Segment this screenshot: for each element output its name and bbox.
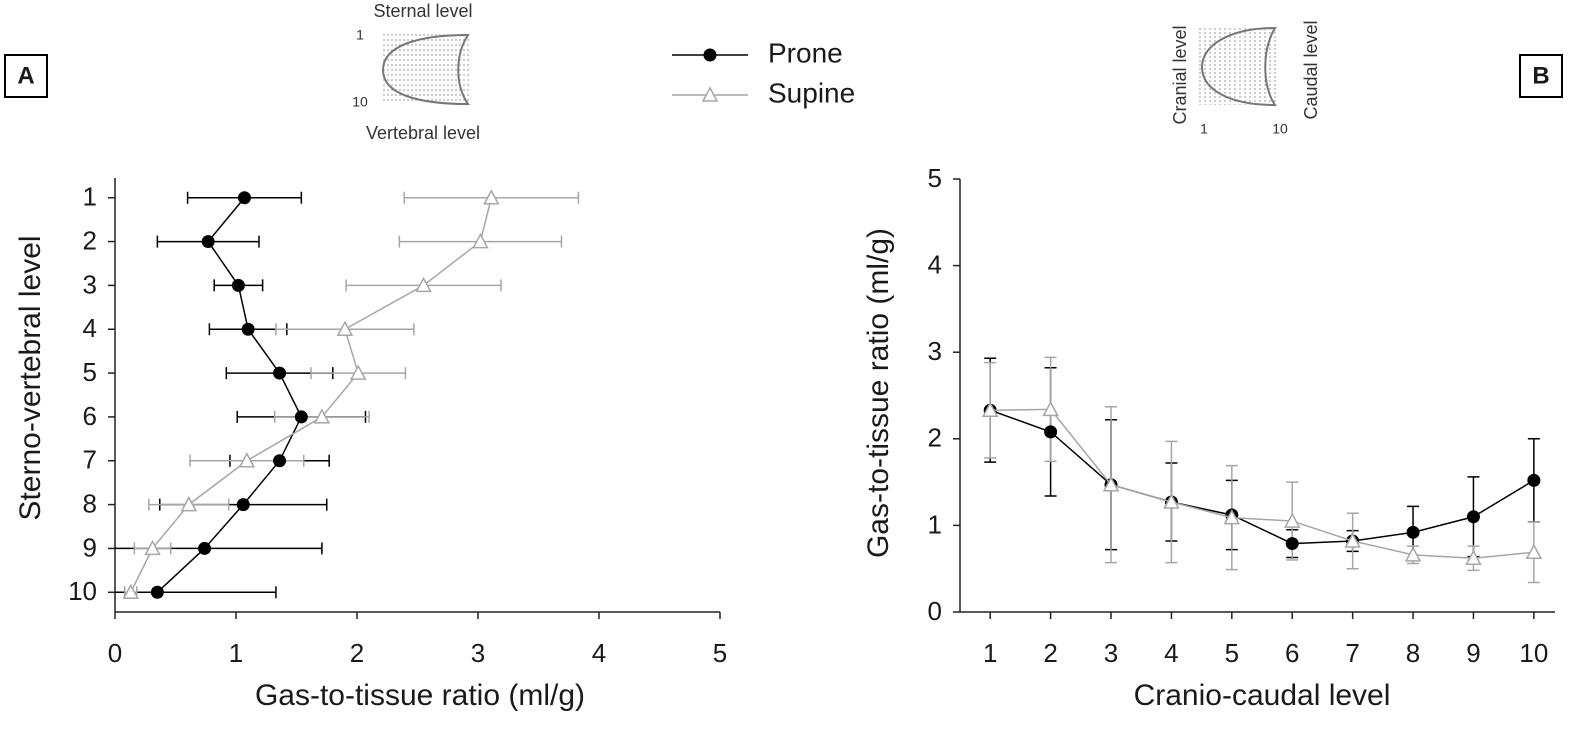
point bbox=[1466, 510, 1480, 524]
y-tick-label: 5 bbox=[83, 357, 97, 387]
x-axis-label: Gas-to-tissue ratio (ml/g) bbox=[255, 679, 585, 712]
panel-box bbox=[1519, 54, 1563, 98]
point bbox=[1285, 537, 1299, 551]
point bbox=[336, 320, 354, 336]
point bbox=[483, 189, 500, 205]
point bbox=[144, 539, 161, 556]
x-tick-label: 10 bbox=[1519, 638, 1548, 668]
y-tick-label: 4 bbox=[83, 313, 97, 343]
inset-label: Vertebral level bbox=[366, 123, 480, 143]
y-axis-label: Sterno-vertebral level bbox=[14, 235, 47, 520]
x-tick-label: 6 bbox=[1285, 638, 1299, 668]
y-tick-label: 7 bbox=[83, 445, 97, 475]
x-tick-label: 3 bbox=[471, 638, 485, 668]
x-tick-label: 5 bbox=[1225, 638, 1239, 668]
y-tick-label: 0 bbox=[928, 596, 942, 626]
inset-label: Caudal level bbox=[1301, 20, 1321, 119]
legend-marker bbox=[703, 48, 717, 62]
plot-area bbox=[981, 356, 1543, 584]
series-line bbox=[989, 409, 1535, 545]
point bbox=[1527, 473, 1541, 487]
x-axis-label: Cranio-caudal level bbox=[1134, 679, 1391, 712]
y-tick-label: 10 bbox=[68, 576, 97, 606]
x-tick-label: 1 bbox=[983, 638, 997, 668]
x-tick-label: 8 bbox=[1406, 638, 1420, 668]
point bbox=[273, 366, 287, 380]
x-tick-label: 0 bbox=[108, 638, 122, 668]
x-tick-label: 9 bbox=[1466, 638, 1480, 668]
point bbox=[198, 541, 212, 555]
x-tick-label: 2 bbox=[350, 638, 364, 668]
y-tick-label: 4 bbox=[928, 249, 942, 279]
point bbox=[472, 232, 489, 249]
point bbox=[294, 410, 308, 424]
y-tick-label: 3 bbox=[928, 336, 942, 366]
point bbox=[241, 322, 255, 336]
x-tick-label: 5 bbox=[713, 638, 727, 668]
y-tick-label: 1 bbox=[928, 509, 942, 539]
point bbox=[981, 401, 999, 417]
y-tick-label: 3 bbox=[83, 269, 97, 299]
point bbox=[349, 364, 367, 380]
point bbox=[238, 452, 256, 468]
x-tick-label: 1 bbox=[229, 638, 243, 668]
y-tick-label: 5 bbox=[928, 163, 942, 193]
legend-label: Supine bbox=[768, 77, 855, 108]
inset-label: Sternal level bbox=[373, 1, 472, 21]
y-axis-label: Gas-to-tissue ratio (ml/g) bbox=[862, 228, 895, 558]
point bbox=[201, 235, 215, 249]
inset-a: Sternal level Vertebral level 1 10 bbox=[352, 1, 480, 143]
x-tick-label: 7 bbox=[1345, 638, 1359, 668]
point bbox=[1283, 512, 1301, 528]
point bbox=[273, 454, 287, 468]
inset-label: 1 bbox=[356, 27, 364, 43]
x-tick-label: 4 bbox=[592, 638, 606, 668]
y-tick-label: 2 bbox=[83, 225, 97, 255]
point bbox=[1406, 525, 1420, 539]
legend-marker bbox=[701, 86, 719, 102]
panel-label: B bbox=[1532, 62, 1549, 89]
y-tick-label: 2 bbox=[928, 423, 942, 453]
y-tick-label: 9 bbox=[83, 532, 97, 562]
plot-area bbox=[115, 189, 580, 600]
point bbox=[1163, 493, 1180, 509]
x-tick-label: 3 bbox=[1104, 638, 1118, 668]
point bbox=[1044, 425, 1058, 439]
inset-label: Cranial level bbox=[1170, 25, 1190, 124]
point bbox=[122, 583, 139, 600]
x-tick-label: 4 bbox=[1164, 638, 1178, 668]
y-tick-label: 6 bbox=[83, 401, 97, 431]
point bbox=[313, 408, 331, 424]
point bbox=[1223, 509, 1241, 525]
inset-label: 10 bbox=[1272, 121, 1288, 137]
point bbox=[1525, 543, 1543, 559]
series-line bbox=[130, 197, 493, 593]
inset-label: 10 bbox=[352, 94, 368, 110]
point bbox=[1102, 476, 1120, 492]
point bbox=[415, 276, 432, 293]
point bbox=[150, 585, 164, 599]
point bbox=[180, 496, 198, 512]
inset-label: 1 bbox=[1200, 121, 1208, 137]
y-tick-label: 1 bbox=[83, 182, 97, 212]
panel-label: A bbox=[17, 62, 34, 89]
x-tick-label: 2 bbox=[1043, 638, 1057, 668]
legend-label: Prone bbox=[768, 37, 843, 68]
series-line bbox=[156, 197, 303, 593]
point bbox=[1344, 532, 1361, 548]
point bbox=[237, 191, 251, 205]
series-line bbox=[990, 408, 1534, 560]
point bbox=[236, 498, 250, 512]
point bbox=[1042, 400, 1059, 417]
point bbox=[1465, 549, 1482, 566]
point bbox=[1404, 546, 1422, 562]
y-tick-label: 8 bbox=[83, 488, 97, 518]
panel-box bbox=[4, 54, 48, 98]
point bbox=[231, 278, 245, 292]
inset-b: Cranial level Caudal level 1 10 bbox=[1170, 20, 1321, 136]
